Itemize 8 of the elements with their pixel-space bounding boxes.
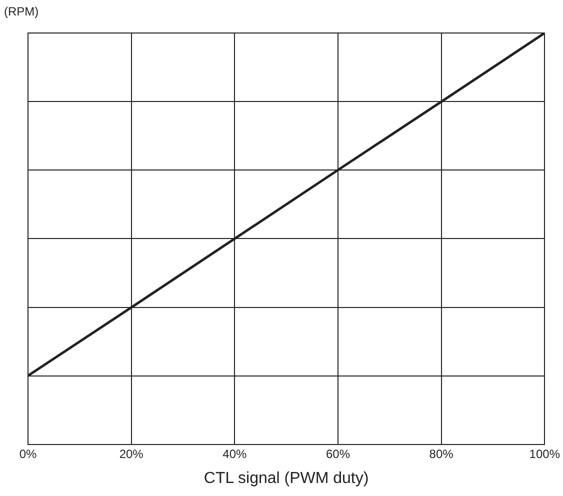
x-tick-label: 100% — [529, 446, 560, 461]
y-axis-title: (RPM) — [4, 4, 39, 18]
x-tick-label: 80% — [429, 446, 454, 461]
x-tick-label: 40% — [222, 446, 247, 461]
x-tick-label: 0% — [19, 446, 37, 461]
x-axis-title: CTL signal (PWM duty) — [204, 470, 369, 487]
x-tick-label: 60% — [326, 446, 350, 461]
x-tick-label: 20% — [119, 446, 144, 461]
